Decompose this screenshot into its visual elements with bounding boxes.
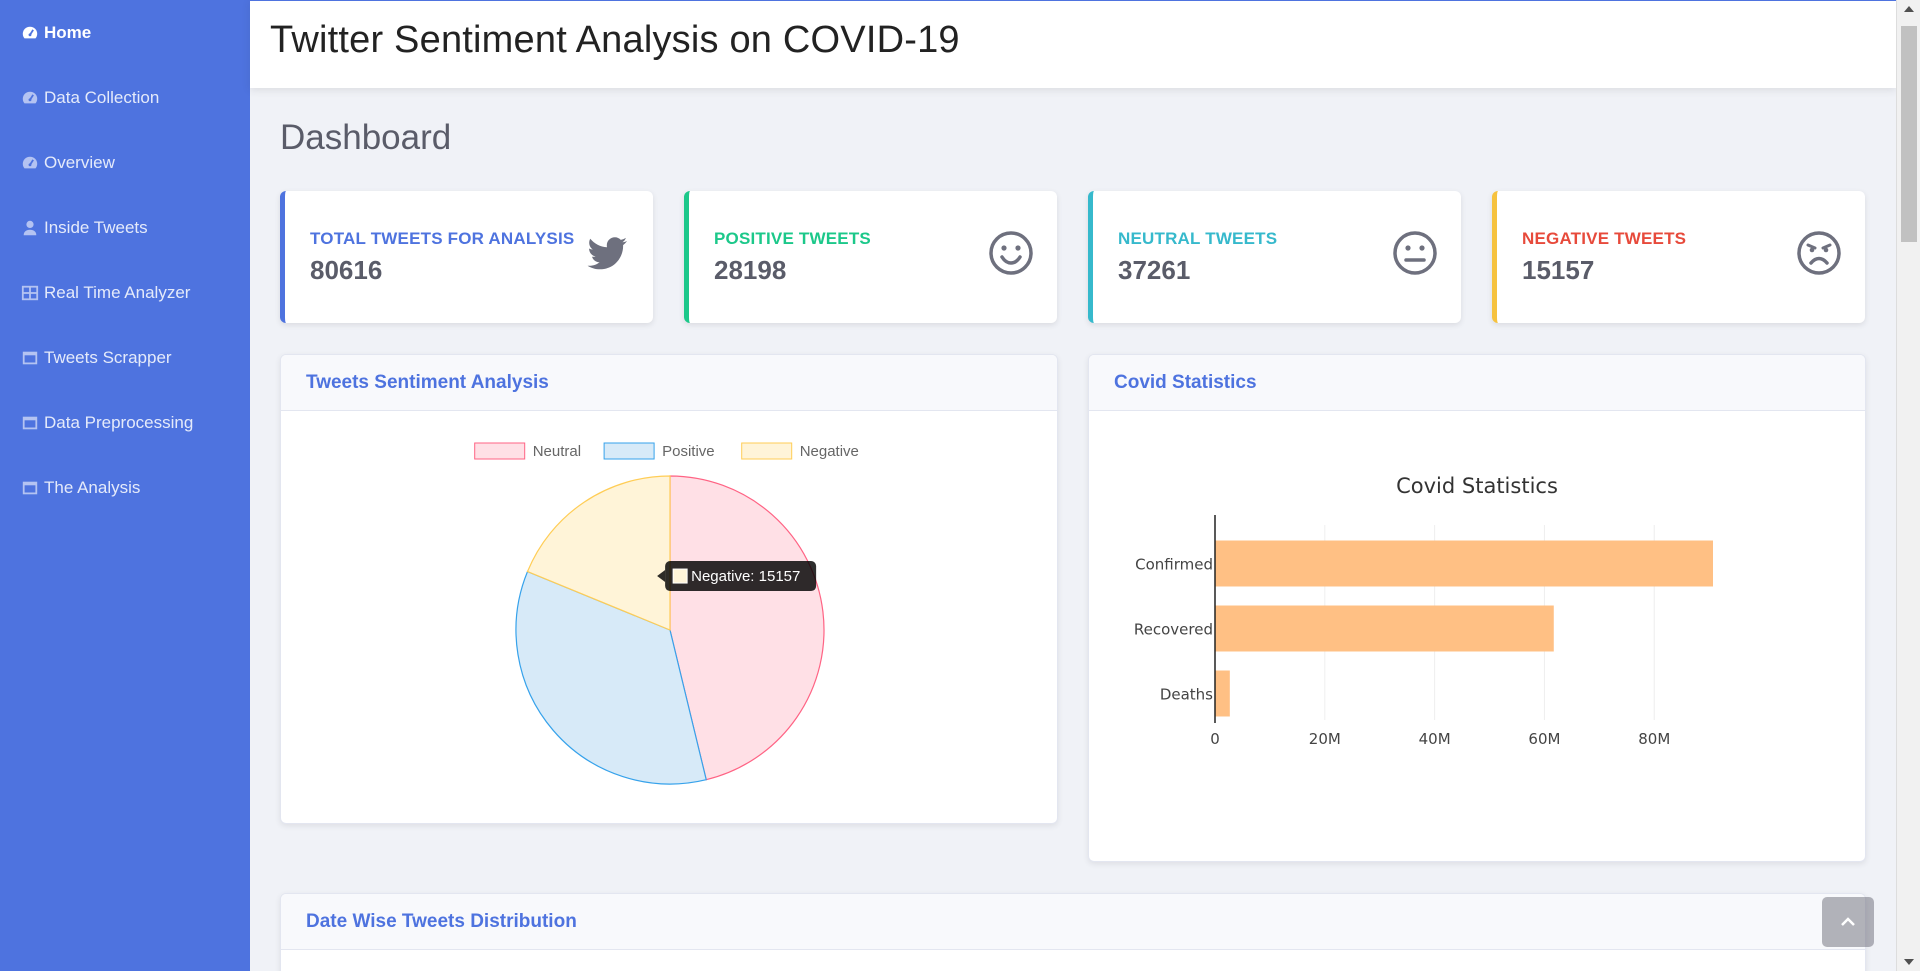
sentiment-panel: Tweets Sentiment Analysis Neutral Positiv… [280,354,1058,824]
stat-card-value: 80616 [310,255,383,285]
legend-label[interactable]: Negative [800,443,859,460]
tooltip-text: Negative: 15157 [691,568,800,585]
stat-card-negative-tweets: NEGATIVE TWEETS 15157 [1492,191,1865,323]
angry-icon [1797,231,1841,275]
sidebar-item-label: Data Collection [44,88,160,107]
sidebar-item-label: The Analysis [44,478,141,497]
bar-confirmed[interactable] [1215,540,1713,587]
panel-header: Tweets Sentiment Analysis [281,355,1057,411]
tachometer-icon [20,23,40,43]
legend-swatch[interactable] [741,442,793,460]
window-icon [20,348,40,368]
scrollbar-thumb[interactable] [1901,26,1917,242]
covid-bar-chart: Covid Statistics Confirmed Recovered Death… [1134,474,1713,748]
sidebar-item-overview[interactable]: Overview [20,148,115,178]
stat-card-label: NEGATIVE TWEETS [1522,229,1687,248]
x-tick-label: 0 [1210,730,1220,748]
x-tick-label: 20M [1309,730,1341,748]
chevron-up-icon [1841,917,1855,926]
sidebar-item-home[interactable]: Home [20,18,91,48]
scroll-down-arrow-icon[interactable] [1904,959,1914,965]
sidebar-item-real-time-analyzer[interactable]: Real Time Analyzer [20,278,190,308]
user-icon [20,218,40,238]
x-tick-label: 40M [1419,730,1451,748]
stat-card-label: NEUTRAL TWEETS [1118,229,1278,248]
pie-slice-negative[interactable] [526,475,671,631]
legend-swatch[interactable] [603,442,655,460]
bar-deaths[interactable] [1215,670,1230,717]
topbar: Twitter Sentiment Analysis on COVID-19 [250,0,1896,88]
sidebar-item-label: Home [44,23,92,42]
pie-slice-neutral[interactable] [669,475,825,781]
meh-icon [1393,231,1437,275]
sidebar-item-label: Inside Tweets [44,218,148,237]
panel-header: Covid Statistics [1089,355,1865,411]
bar-recovered[interactable] [1215,605,1554,652]
legend-swatch[interactable] [474,442,526,460]
stat-card-positive-tweets: POSITIVE TWEETS 28198 [684,191,1057,323]
panel-title: Date Wise Tweets Distribution [306,910,577,932]
stat-card-value: 37261 [1118,255,1191,285]
smile-icon [989,231,1033,275]
sidebar-item-label: Data Preprocessing [44,413,194,432]
x-tick-label: 60M [1528,730,1560,748]
tachometer-icon [20,88,40,108]
sidebar-item-label: Tweets Scrapper [44,348,172,367]
stat-card-label: POSITIVE TWEETS [714,229,871,248]
sidebar-item-label: Real Time Analyzer [44,283,191,302]
stat-card-value: 15157 [1522,255,1595,285]
panel-title: Covid Statistics [1114,371,1257,393]
sidebar-item-inside-tweets[interactable]: Inside Tweets [20,213,148,243]
tachometer-icon [20,153,40,173]
app-title: Twitter Sentiment Analysis on COVID-19 [270,19,960,61]
sidebar-item-tweets-scrapper[interactable]: Tweets Scrapper [20,343,172,373]
category-label: Recovered [1134,621,1213,639]
sidebar: Home Data Collection Overview Inside Twe… [0,0,250,971]
sentiment-pie-chart: Neutral Positive Negative Negative: 15157 [474,442,859,785]
legend-label[interactable]: Neutral [533,443,581,460]
stat-card-neutral-tweets: NEUTRAL TWEETS 37261 [1088,191,1461,323]
scrollbar[interactable] [1896,0,1920,971]
category-label: Confirmed [1135,556,1213,574]
stat-card-label: TOTAL TWEETS FOR ANALYSIS [310,229,575,248]
window-icon [20,413,40,433]
scroll-to-top-button[interactable] [1822,897,1874,947]
panel-title: Tweets Sentiment Analysis [306,371,549,393]
chart-tooltip [665,561,817,592]
table-icon [20,283,40,303]
datewise-panel: Date Wise Tweets Distribution [280,893,1866,971]
sidebar-item-data-preprocessing[interactable]: Data Preprocessing [20,408,193,438]
sidebar-item-label: Overview [44,153,115,172]
tooltip-swatch [672,568,688,584]
page-title: Dashboard [280,118,452,157]
stat-card-total-tweets: TOTAL TWEETS FOR ANALYSIS 80616 [280,191,653,323]
sidebar-item-data-collection[interactable]: Data Collection [20,83,159,113]
chart-title: Covid Statistics [1396,474,1558,498]
legend-label[interactable]: Positive [662,443,715,460]
stat-card-value: 28198 [714,255,787,285]
sidebar-item-the-analysis[interactable]: The Analysis [20,473,140,503]
twitter-icon [587,237,628,270]
x-tick-label: 80M [1638,730,1670,748]
scroll-up-arrow-icon[interactable] [1904,6,1914,12]
covid-panel: Covid Statistics Covid Statistics Confir… [1088,354,1866,862]
window-icon [20,478,40,498]
panel-header: Date Wise Tweets Distribution [281,894,1865,950]
pie-slice-positive[interactable] [515,570,707,785]
category-label: Deaths [1160,686,1213,704]
